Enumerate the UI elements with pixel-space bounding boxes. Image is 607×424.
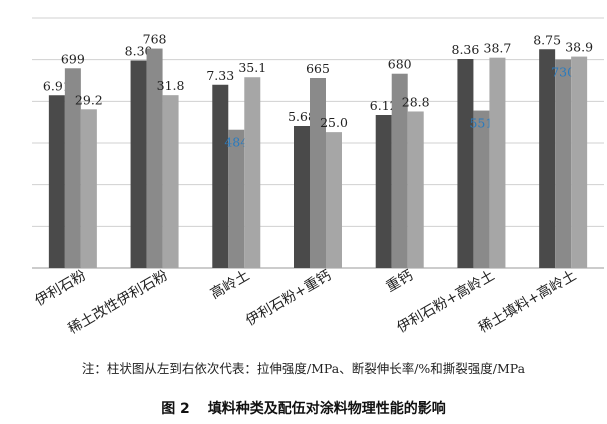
- data-label: 38.9: [565, 40, 593, 55]
- data-label: 484: [224, 135, 248, 150]
- data-label: 551: [469, 116, 493, 131]
- bar: [457, 59, 474, 268]
- bar: [571, 56, 588, 268]
- data-label: 7.33: [206, 68, 234, 83]
- data-label: 28.8: [402, 94, 430, 109]
- bar: [375, 115, 392, 268]
- bar: [162, 95, 179, 268]
- data-label: 768: [143, 32, 167, 47]
- data-label: 38.7: [484, 41, 512, 56]
- bar: [228, 129, 245, 268]
- category-label: 伊利石粉+重钙: [243, 268, 334, 330]
- data-label: 6.12: [370, 98, 398, 113]
- category-label: 重钙: [383, 268, 415, 296]
- category-label: 伊利石粉: [32, 268, 88, 310]
- data-label: 29.2: [75, 92, 103, 107]
- data-label: 6.91: [43, 78, 71, 93]
- bar: [64, 68, 81, 269]
- bar: [555, 59, 572, 268]
- data-label: 8.30: [125, 44, 153, 59]
- data-label: 730: [551, 64, 575, 79]
- bar: [244, 77, 261, 268]
- bar: [146, 48, 163, 269]
- bar: [310, 78, 326, 268]
- bar-chart: 6.9169929.2伊利石粉8.3076831.8稀土改性伊利石粉7.3348…: [32, 17, 604, 337]
- data-label: 5.68: [288, 109, 316, 124]
- bar: [391, 73, 408, 268]
- bar: [473, 110, 490, 268]
- figure-caption: 图 2 填料种类及配伍对涂料物理性能的影响: [0, 398, 607, 418]
- data-label: 680: [388, 57, 412, 72]
- bar: [294, 126, 310, 268]
- category-label: 高岭土: [207, 267, 252, 303]
- data-label: 699: [61, 51, 85, 66]
- data-label: 665: [306, 61, 330, 76]
- bar: [539, 49, 556, 268]
- data-label: 35.1: [238, 60, 266, 75]
- chart-note: 注：柱状图从左到右依次代表：拉伸强度/MPa、断裂伸长率/%和撕裂强度/MPa: [81, 361, 526, 376]
- bar: [407, 111, 424, 268]
- bar: [80, 109, 97, 268]
- bar: [489, 57, 506, 268]
- figure-title: 填料种类及配伍对涂料物理性能的影响: [207, 401, 446, 417]
- data-label: 31.8: [157, 78, 185, 93]
- bar: [130, 60, 147, 268]
- bar: [326, 132, 342, 268]
- bar: [48, 95, 65, 268]
- figure-number: 图 2: [161, 401, 190, 417]
- data-label: 8.36: [452, 42, 480, 57]
- data-label: 8.75: [533, 32, 561, 47]
- bar: [212, 84, 229, 268]
- data-label: 25.0: [320, 115, 348, 130]
